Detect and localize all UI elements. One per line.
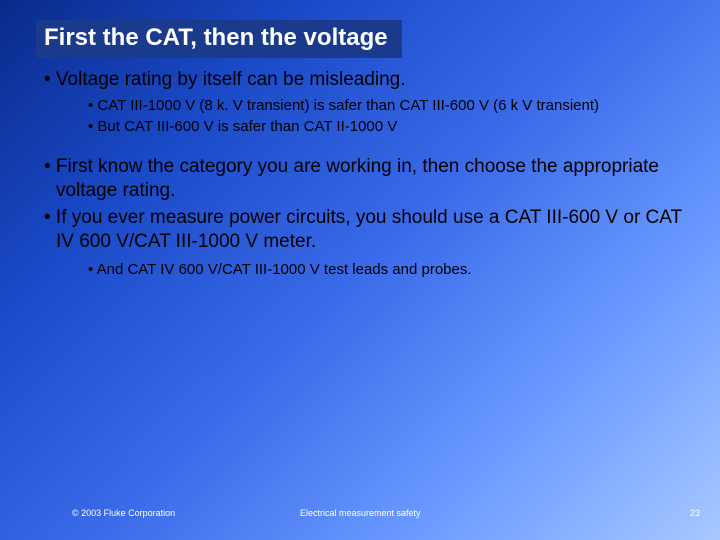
bullet-level2: • But CAT III-600 V is safer than CAT II… [88, 117, 692, 137]
bullet-level1: • If you ever measure power circuits, yo… [44, 206, 692, 254]
bullet-level1: • First know the category you are workin… [44, 155, 692, 203]
slide-body: • Voltage rating by itself can be mislea… [36, 68, 692, 281]
footer-copyright: © 2003 Fluke Corporation [72, 508, 175, 518]
slide-footer: © 2003 Fluke Corporation Electrical meas… [0, 508, 720, 522]
bullet-level1: • Voltage rating by itself can be mislea… [44, 68, 692, 92]
slide-title: First the CAT, then the voltage [44, 24, 388, 51]
title-bar-bg: First the CAT, then the voltage [36, 20, 402, 58]
bullet-level2: • And CAT IV 600 V/CAT III-1000 V test l… [88, 260, 692, 280]
spacer [36, 139, 692, 155]
bullet-level2: • CAT III-1000 V (8 k. V transient) is s… [88, 96, 692, 116]
footer-page-number: 23 [690, 508, 700, 518]
footer-title: Electrical measurement safety [300, 508, 421, 518]
title-bar: First the CAT, then the voltage [36, 20, 402, 58]
